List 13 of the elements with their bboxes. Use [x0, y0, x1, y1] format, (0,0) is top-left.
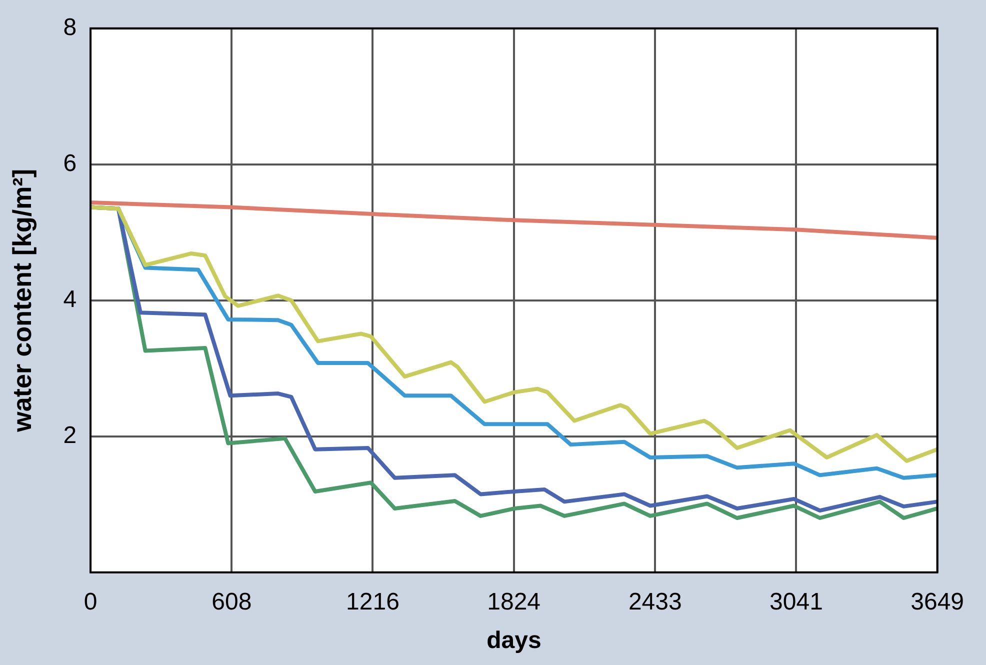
- y-tick-label: 4: [63, 286, 77, 314]
- x-tick-label: 3649: [910, 588, 964, 616]
- x-tick-label: 0: [84, 588, 98, 616]
- y-axis-title: water content [kg/m²]: [6, 168, 37, 433]
- x-tick-label: 608: [212, 588, 252, 616]
- x-tick-label: 2433: [628, 588, 682, 616]
- x-tick-label: 1824: [487, 588, 541, 616]
- x-tick-label: 3041: [770, 588, 823, 616]
- x-tick-label: 1216: [346, 588, 400, 616]
- x-axis-title: days: [486, 627, 542, 654]
- y-tick-label: 6: [63, 150, 77, 178]
- y-tick-label: 8: [63, 14, 77, 42]
- y-tick-label: 2: [63, 422, 77, 450]
